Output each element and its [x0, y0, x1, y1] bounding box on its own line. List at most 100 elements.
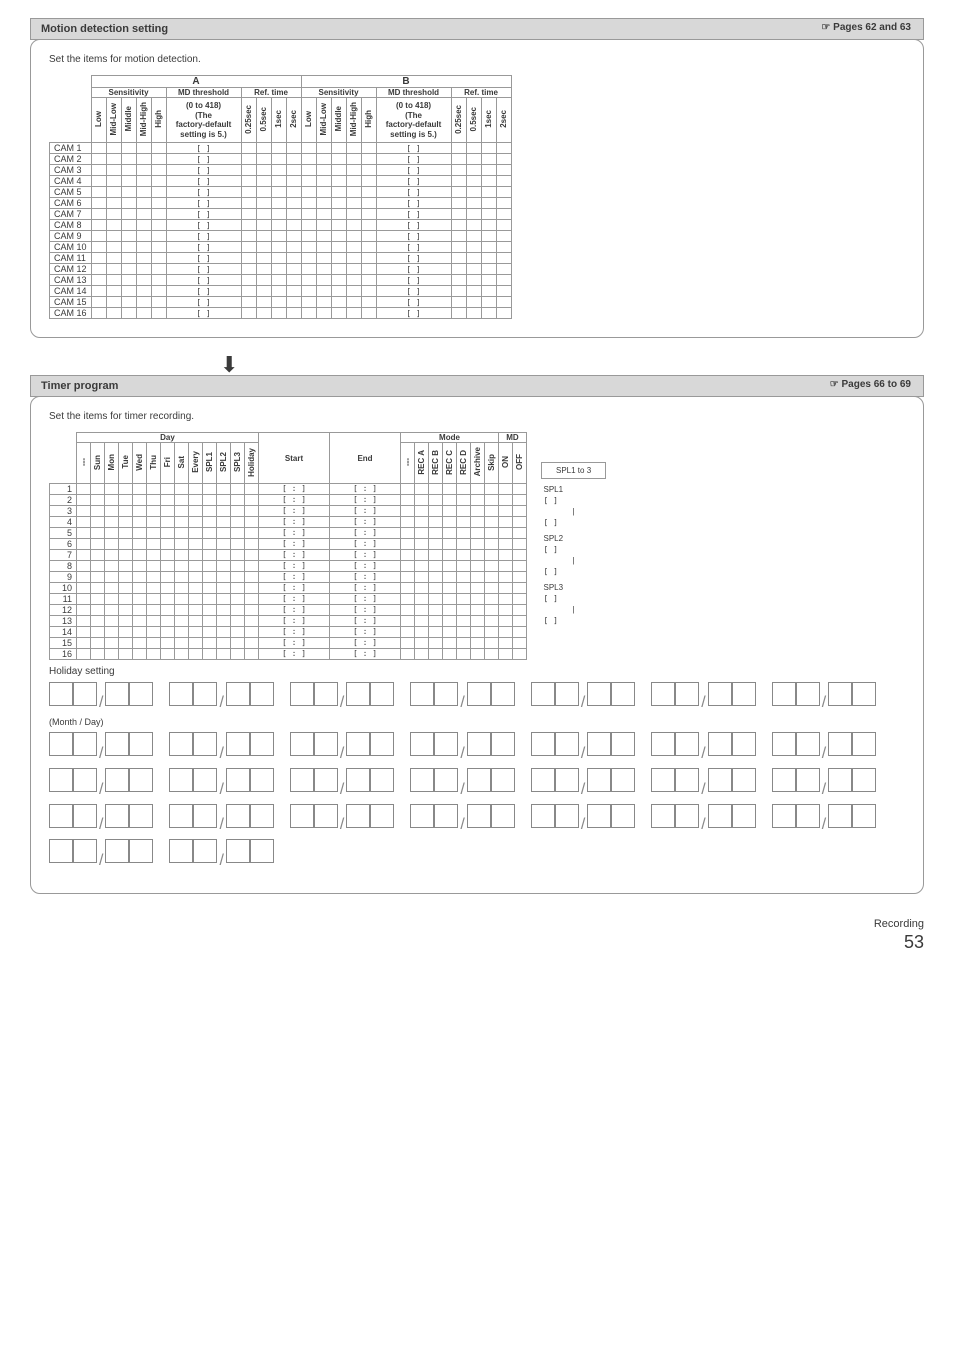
md-cell[interactable]	[513, 571, 527, 582]
ref-cell[interactable]	[271, 242, 286, 253]
day-cell[interactable]	[147, 549, 161, 560]
md-cell[interactable]	[513, 538, 527, 549]
sens-cell[interactable]	[331, 198, 346, 209]
mode-cell[interactable]	[443, 582, 457, 593]
ref-cell[interactable]	[286, 253, 301, 264]
mode-cell[interactable]	[457, 571, 471, 582]
ref-cell[interactable]	[496, 209, 511, 220]
end-input[interactable]: [ : ]	[330, 549, 401, 560]
sens-cell[interactable]	[151, 143, 166, 154]
md-input[interactable]: [ ]	[376, 220, 451, 231]
mode-cell[interactable]	[471, 571, 485, 582]
ref-cell[interactable]	[271, 220, 286, 231]
ref-cell[interactable]	[271, 198, 286, 209]
sens-cell[interactable]	[331, 176, 346, 187]
day-cell[interactable]	[189, 494, 203, 505]
sens-cell[interactable]	[346, 231, 361, 242]
mode-cell[interactable]	[401, 648, 415, 659]
day-cell[interactable]	[133, 549, 147, 560]
day-cell[interactable]	[77, 494, 91, 505]
mode-cell[interactable]	[415, 505, 429, 516]
mode-cell[interactable]	[485, 538, 499, 549]
mode-cell[interactable]	[415, 648, 429, 659]
ref-cell[interactable]	[466, 220, 481, 231]
sens-cell[interactable]	[91, 253, 106, 264]
sens-cell[interactable]	[106, 198, 121, 209]
ref-cell[interactable]	[286, 176, 301, 187]
day-cell[interactable]	[133, 494, 147, 505]
day-cell[interactable]	[105, 549, 119, 560]
mode-cell[interactable]	[471, 505, 485, 516]
start-input[interactable]: [ : ]	[259, 593, 330, 604]
start-input[interactable]: [ : ]	[259, 505, 330, 516]
ref-cell[interactable]	[241, 198, 256, 209]
mode-cell[interactable]	[443, 648, 457, 659]
day-cell[interactable]	[105, 527, 119, 538]
mode-cell[interactable]	[443, 571, 457, 582]
sens-cell[interactable]	[151, 231, 166, 242]
ref-cell[interactable]	[496, 143, 511, 154]
ref-cell[interactable]	[496, 264, 511, 275]
mode-cell[interactable]	[415, 516, 429, 527]
day-cell[interactable]	[119, 626, 133, 637]
md-input[interactable]: [ ]	[376, 297, 451, 308]
ref-cell[interactable]	[256, 264, 271, 275]
sens-cell[interactable]	[346, 264, 361, 275]
mode-cell[interactable]	[457, 604, 471, 615]
mode-cell[interactable]	[457, 494, 471, 505]
mode-cell[interactable]	[415, 538, 429, 549]
mode-cell[interactable]	[471, 483, 485, 494]
md-input[interactable]: [ ]	[166, 242, 241, 253]
mode-cell[interactable]	[457, 505, 471, 516]
day-cell[interactable]	[133, 505, 147, 516]
ref-cell[interactable]	[256, 176, 271, 187]
sens-cell[interactable]	[91, 286, 106, 297]
md-input[interactable]: [ ]	[376, 231, 451, 242]
mode-cell[interactable]	[443, 527, 457, 538]
holiday-date-group[interactable]: /	[772, 682, 876, 713]
sens-cell[interactable]	[301, 264, 316, 275]
day-cell[interactable]	[175, 483, 189, 494]
day-cell[interactable]	[147, 505, 161, 516]
day-cell[interactable]	[231, 637, 245, 648]
start-input[interactable]: [ : ]	[259, 571, 330, 582]
start-input[interactable]: [ : ]	[259, 615, 330, 626]
ref-cell[interactable]	[286, 297, 301, 308]
md-input[interactable]: [ ]	[166, 286, 241, 297]
day-cell[interactable]	[147, 626, 161, 637]
day-cell[interactable]	[77, 571, 91, 582]
sens-cell[interactable]	[91, 154, 106, 165]
day-cell[interactable]	[189, 571, 203, 582]
sens-cell[interactable]	[361, 209, 376, 220]
day-cell[interactable]	[203, 483, 217, 494]
ref-cell[interactable]	[481, 231, 496, 242]
day-cell[interactable]	[217, 626, 231, 637]
sens-cell[interactable]	[316, 286, 331, 297]
day-cell[interactable]	[105, 582, 119, 593]
day-cell[interactable]	[203, 593, 217, 604]
end-input[interactable]: [ : ]	[330, 615, 401, 626]
ref-cell[interactable]	[241, 297, 256, 308]
sens-cell[interactable]	[151, 209, 166, 220]
day-cell[interactable]	[175, 582, 189, 593]
holiday-date-group[interactable]: /	[531, 804, 635, 835]
md-input[interactable]: [ ]	[166, 154, 241, 165]
day-cell[interactable]	[119, 604, 133, 615]
mode-cell[interactable]	[443, 505, 457, 516]
day-cell[interactable]	[161, 637, 175, 648]
day-cell[interactable]	[245, 494, 259, 505]
sens-cell[interactable]	[151, 308, 166, 319]
sens-cell[interactable]	[346, 176, 361, 187]
end-input[interactable]: [ : ]	[330, 604, 401, 615]
day-cell[interactable]	[77, 593, 91, 604]
day-cell[interactable]	[189, 483, 203, 494]
ref-cell[interactable]	[271, 187, 286, 198]
day-cell[interactable]	[91, 516, 105, 527]
md-input[interactable]: [ ]	[166, 143, 241, 154]
sens-cell[interactable]	[361, 198, 376, 209]
sens-cell[interactable]	[316, 187, 331, 198]
md-cell[interactable]	[499, 593, 513, 604]
sens-cell[interactable]	[91, 198, 106, 209]
day-cell[interactable]	[91, 615, 105, 626]
day-cell[interactable]	[133, 637, 147, 648]
